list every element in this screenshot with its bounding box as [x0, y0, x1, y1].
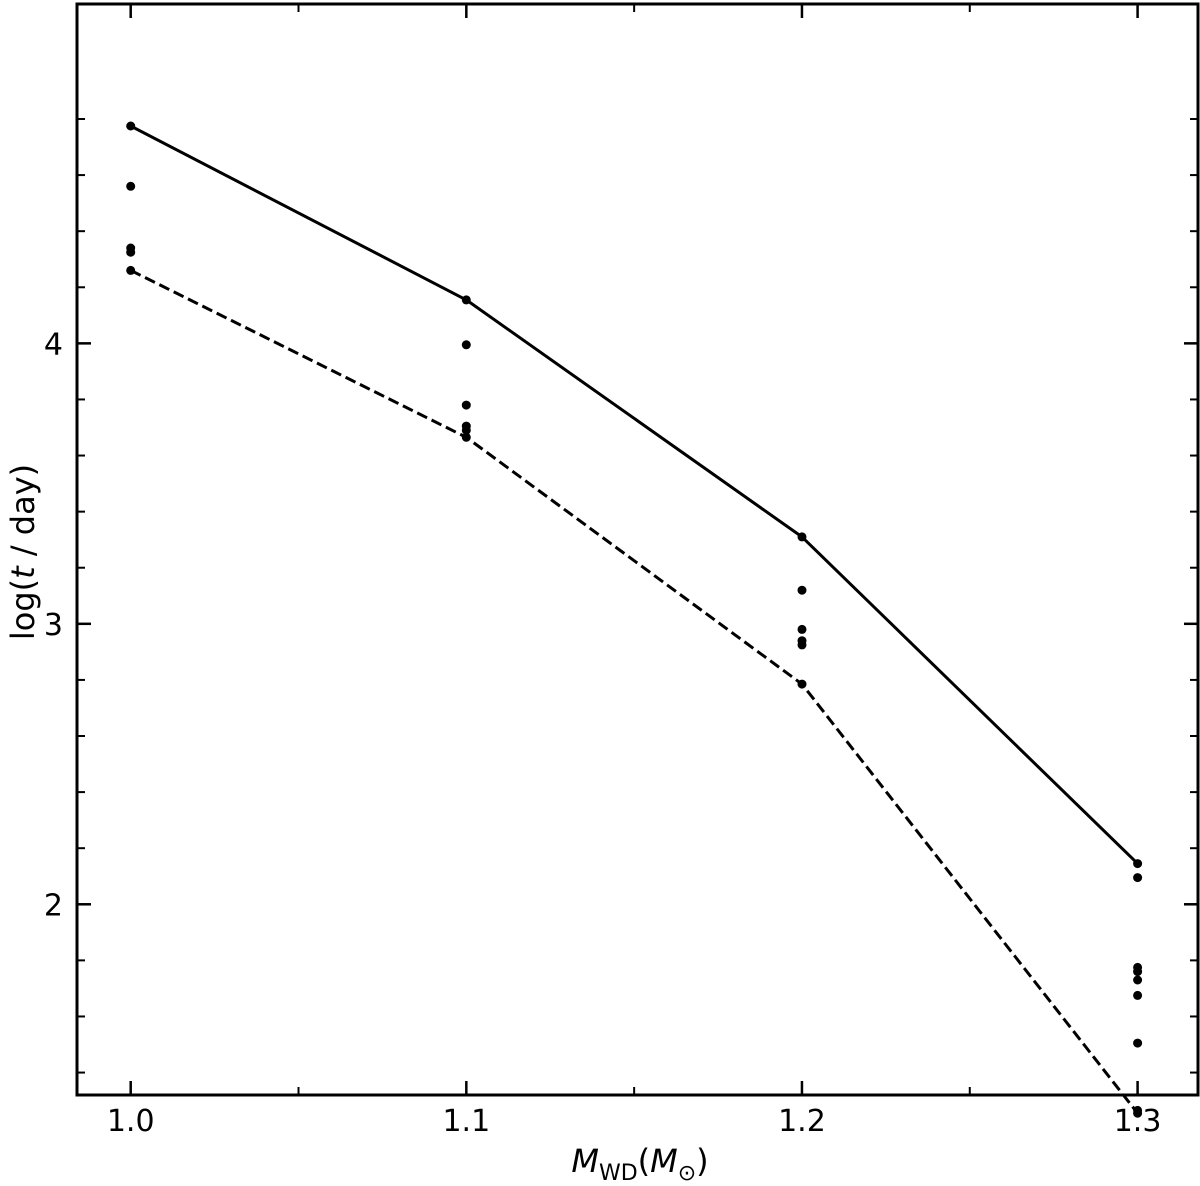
- data-point: [797, 640, 807, 650]
- data-point: [461, 425, 471, 435]
- plot-frame: [75, 2, 1200, 1097]
- y-tick-label: 2: [44, 888, 63, 923]
- data-point: [1133, 859, 1143, 869]
- data-point: [126, 247, 136, 257]
- ticks-layer: 1.0 1.1 1.2 1.3 2 3 4: [44, 4, 1198, 1139]
- data-point: [1133, 990, 1143, 1000]
- series-line-solid: [130, 124, 1139, 865]
- data-point: [461, 400, 471, 410]
- data-point: [1133, 1038, 1143, 1048]
- x-tick-label: 1.0: [107, 1104, 155, 1139]
- data-point: [126, 121, 136, 131]
- data-point: [126, 265, 136, 275]
- y-tick-label: 3: [44, 608, 63, 643]
- points-layer: [126, 121, 1143, 1118]
- x-tick-label: 1.2: [778, 1104, 826, 1139]
- data-point: [1133, 975, 1143, 985]
- y-axis-label: log(t / day): [4, 464, 42, 640]
- data-point: [1133, 873, 1143, 883]
- series-layer: [130, 124, 1139, 1115]
- data-point: [461, 295, 471, 305]
- data-point: [797, 679, 807, 689]
- data-point: [1133, 1108, 1143, 1118]
- data-point: [797, 624, 807, 634]
- data-point: [461, 340, 471, 350]
- x-tick-label: 1.1: [442, 1104, 490, 1139]
- y-tick-label: 4: [44, 327, 63, 362]
- x-axis-label: MWD(M⊙): [571, 1142, 708, 1186]
- x-tick-label: 1.3: [1114, 1104, 1162, 1139]
- data-point: [461, 432, 471, 442]
- data-point: [1133, 967, 1143, 977]
- data-point: [797, 532, 807, 542]
- plot-area: [75, 2, 1200, 1097]
- data-point: [126, 181, 136, 191]
- data-point: [797, 585, 807, 595]
- series-line-dashed: [130, 269, 1139, 1115]
